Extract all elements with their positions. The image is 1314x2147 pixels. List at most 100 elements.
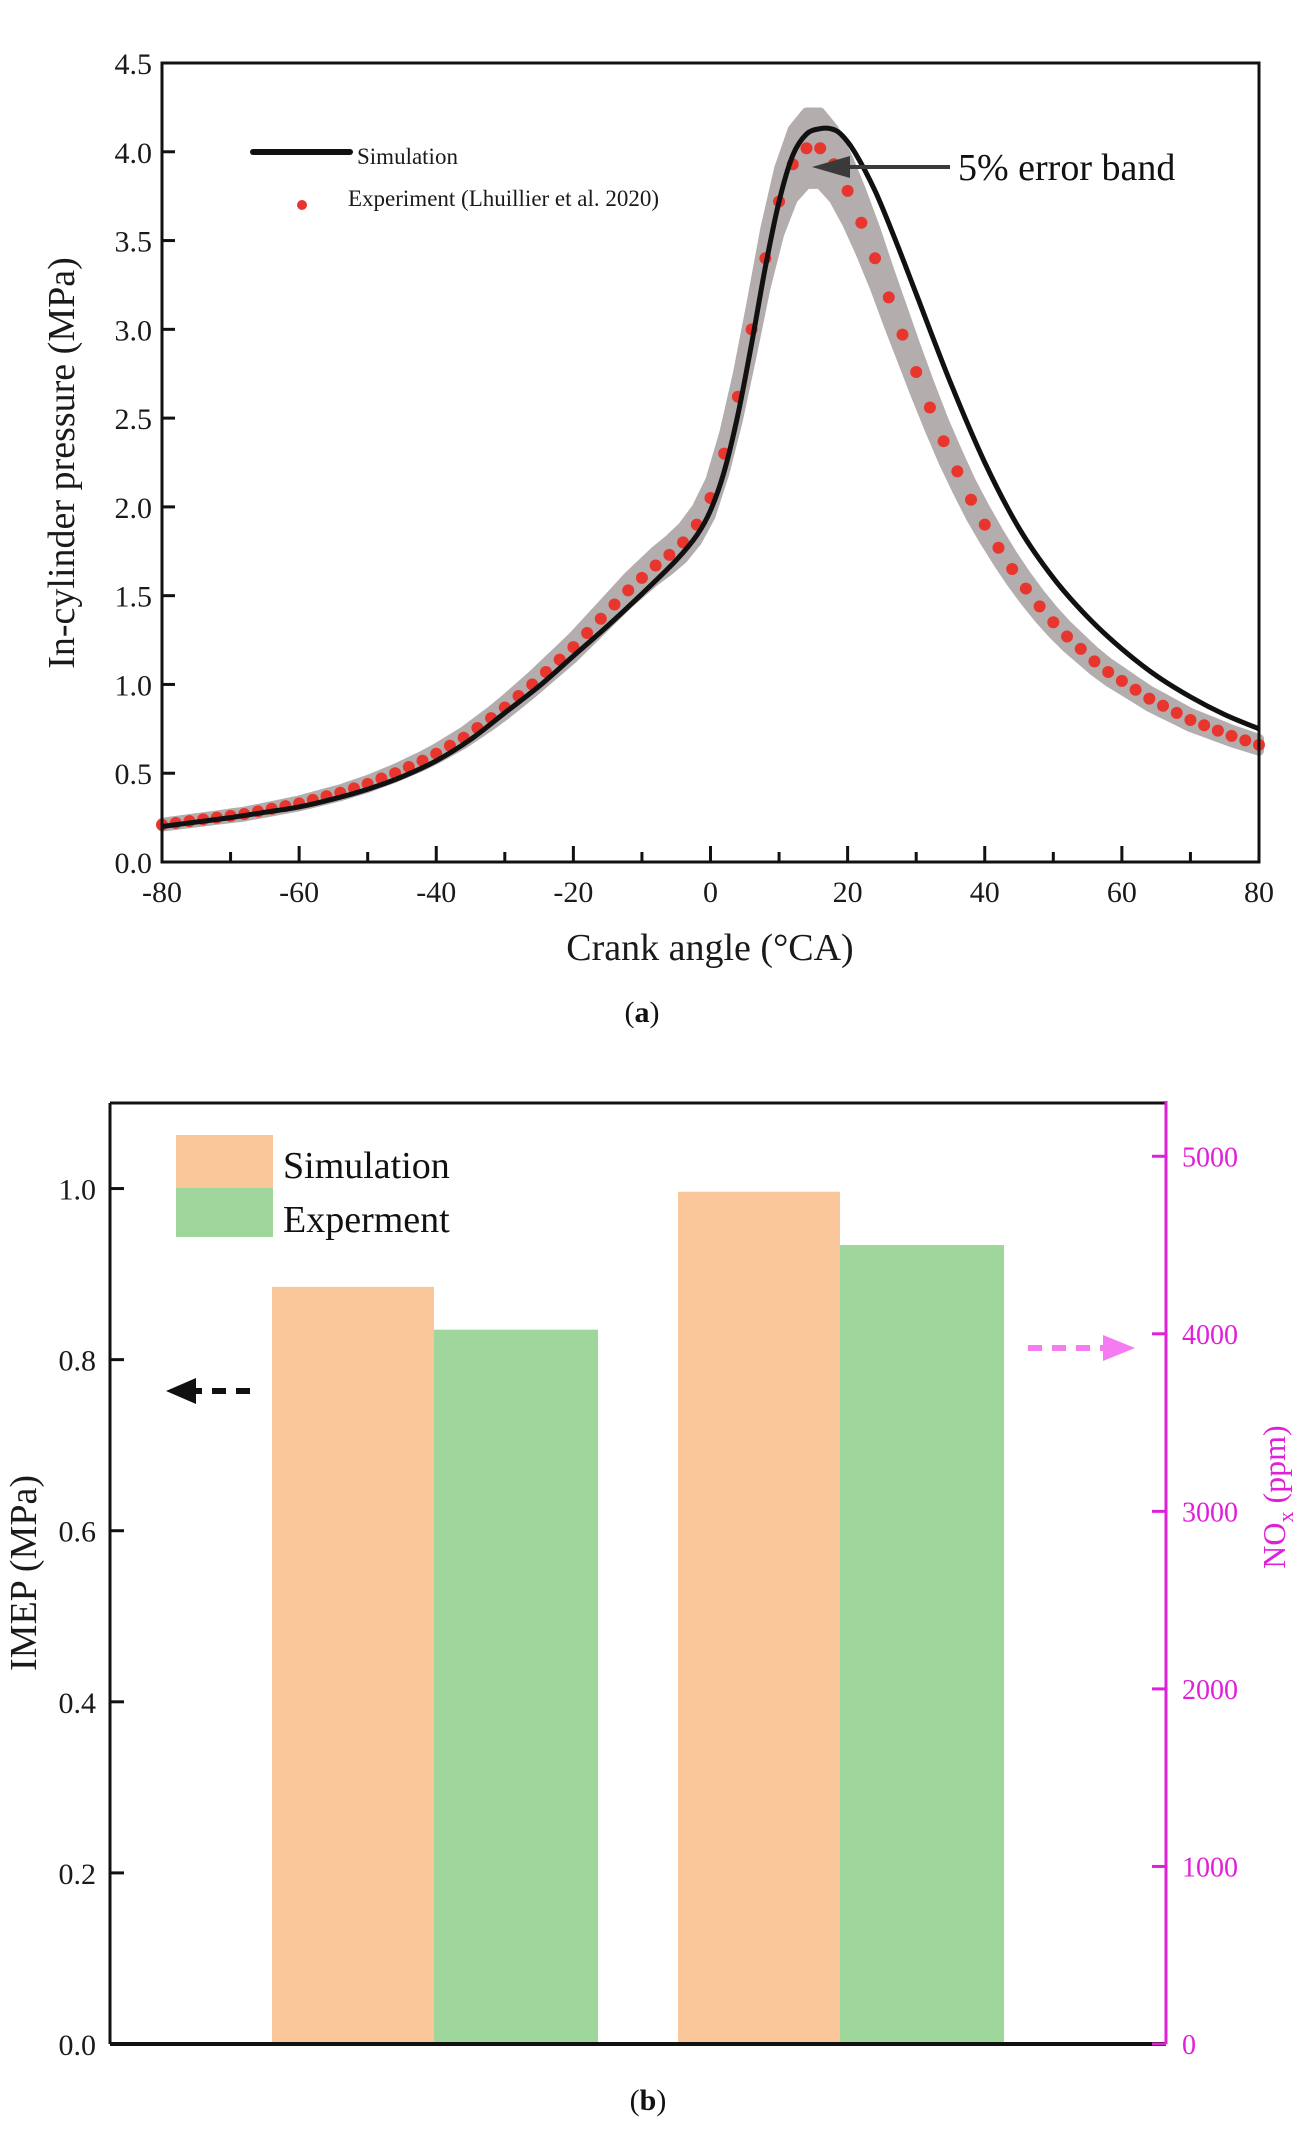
right-tick-label: 5000 bbox=[1182, 1142, 1238, 1173]
experiment-point bbox=[910, 365, 923, 378]
caption-a: (a) bbox=[625, 996, 660, 1029]
experiment-point bbox=[1088, 655, 1101, 668]
experiment-point bbox=[1239, 734, 1252, 747]
experiment-point bbox=[622, 584, 635, 597]
experiment-point bbox=[923, 401, 936, 414]
left-tick-label: 0.8 bbox=[59, 1345, 97, 1378]
experiment-point bbox=[937, 435, 950, 448]
experiment-point bbox=[965, 493, 978, 506]
x-tick-label: 40 bbox=[970, 876, 1000, 909]
experiment-point bbox=[1006, 563, 1019, 576]
panel-a-pressure-chart: -80 -60 -40 -20 0 20 40 60 80 0.0 0.5 1.0 1.5 2.0 2.5… bbox=[41, 48, 1274, 1029]
simulation-line bbox=[161, 125, 1260, 829]
left-axis-ticks: 0.0 0.2 0.4 0.6 0.8 1.0 bbox=[59, 1174, 124, 2062]
legend-simulation-label: Simulation bbox=[357, 144, 458, 169]
x-tick-label: 60 bbox=[1107, 876, 1137, 909]
right-axis-title: NOx (ppm) bbox=[1256, 1425, 1298, 1568]
experiment-point bbox=[1211, 724, 1224, 737]
bar-simulation-imep bbox=[272, 1286, 434, 2044]
experiment-point bbox=[814, 142, 827, 155]
experiment-point bbox=[800, 142, 813, 155]
bars bbox=[272, 1191, 1004, 2044]
experiment-point bbox=[635, 571, 648, 584]
left-axis-arrow bbox=[166, 1378, 252, 1404]
x-tick-label: 20 bbox=[833, 876, 863, 909]
legend-experiment-label-b: Experment bbox=[283, 1199, 450, 1241]
x-axis-a: -80 -60 -40 -20 0 20 40 60 80 bbox=[142, 846, 1274, 909]
y-axis-title-a: In-cylinder pressure (MPa) bbox=[41, 257, 83, 669]
annotation-text: 5% error band bbox=[958, 147, 1175, 189]
experiment-point bbox=[951, 465, 964, 478]
experiment-point bbox=[1225, 729, 1238, 742]
experiment-point bbox=[581, 626, 594, 639]
error-band-area bbox=[157, 107, 1264, 832]
experiment-point bbox=[882, 291, 895, 304]
bar-simulation-nox bbox=[678, 1191, 840, 2044]
left-tick-label: 1.0 bbox=[59, 1174, 97, 1207]
right-tick-label: 1000 bbox=[1182, 1852, 1238, 1883]
caption-b: (b) bbox=[630, 2084, 667, 2117]
left-tick-label: 0.0 bbox=[59, 2029, 97, 2062]
error-band-annotation: 5% error band bbox=[812, 147, 1175, 189]
y-tick-label: 0.5 bbox=[115, 758, 153, 791]
x-tick-label: -40 bbox=[416, 876, 456, 909]
left-arrow-head bbox=[166, 1378, 196, 1404]
y-tick-label: 1.0 bbox=[115, 669, 153, 702]
x-tick-label: -60 bbox=[279, 876, 319, 909]
y-tick-label: 3.5 bbox=[115, 226, 153, 259]
bar-experiment-nox bbox=[840, 1245, 1004, 2044]
experiment-point bbox=[1047, 616, 1060, 629]
y-tick-label: 1.5 bbox=[115, 581, 153, 614]
experiment-point bbox=[1129, 683, 1142, 696]
left-tick-label: 0.2 bbox=[59, 1858, 97, 1891]
legend-experiment-label: Experiment (Lhuillier et al. 2020) bbox=[348, 186, 659, 211]
left-tick-label: 0.6 bbox=[59, 1516, 97, 1549]
x-axis-title-a: Crank angle (°CA) bbox=[566, 927, 853, 969]
left-tick-label: 0.4 bbox=[59, 1687, 97, 1720]
experiment-point bbox=[869, 252, 882, 265]
right-tick-label: 0 bbox=[1182, 2030, 1196, 2061]
y-tick-label: 4.0 bbox=[115, 137, 153, 170]
experiment-point bbox=[1115, 674, 1128, 687]
error-band bbox=[157, 107, 1264, 832]
experiment-point bbox=[978, 518, 991, 531]
x-tick-label: 80 bbox=[1244, 876, 1274, 909]
experiment-point bbox=[608, 598, 621, 611]
experiment-point bbox=[1019, 582, 1032, 595]
experiment-point bbox=[649, 559, 662, 572]
x-tick-label: 0 bbox=[703, 876, 718, 909]
y-tick-label: 4.5 bbox=[115, 48, 153, 81]
bar-experiment-imep bbox=[434, 1329, 598, 2044]
right-tick-label: 3000 bbox=[1182, 1497, 1238, 1528]
y-tick-label: 0.0 bbox=[115, 847, 153, 880]
experiment-point bbox=[1170, 706, 1183, 719]
simulation-series bbox=[161, 125, 1260, 829]
experiment-point bbox=[1184, 713, 1197, 726]
y-tick-label: 2.0 bbox=[115, 492, 153, 525]
y-axis-a: 0.0 0.5 1.0 1.5 2.0 2.5 3.0 3.5 4.0 4.5 bbox=[115, 48, 175, 880]
experiment-point bbox=[841, 184, 854, 197]
legend-experiment-marker bbox=[297, 200, 307, 210]
right-tick-label: 4000 bbox=[1182, 1320, 1238, 1351]
panel-b-bar-chart: 0.0 0.2 0.4 0.6 0.8 1.0 0 1000 2000 3000 4000 5000… bbox=[3, 1101, 1298, 2117]
experiment-point bbox=[1061, 630, 1074, 643]
experiment-point bbox=[663, 548, 676, 561]
experiment-point bbox=[1157, 699, 1170, 712]
legend-experiment-swatch bbox=[176, 1188, 273, 1237]
x-tick-label: -80 bbox=[142, 876, 182, 909]
experiment-point bbox=[1198, 719, 1211, 732]
right-axis-arrow bbox=[1028, 1335, 1135, 1361]
y-tick-label: 3.0 bbox=[115, 314, 153, 347]
legend-b: Simulation Experment bbox=[176, 1135, 450, 1241]
legend-a: Simulation Experiment (Lhuillier et al. … bbox=[250, 144, 659, 211]
x-tick-label: -20 bbox=[553, 876, 593, 909]
experiment-point bbox=[896, 328, 909, 341]
left-axis-title: IMEP (MPa) bbox=[3, 1475, 45, 1671]
y-tick-label: 2.5 bbox=[115, 403, 153, 436]
right-tick-label: 2000 bbox=[1182, 1675, 1238, 1706]
experiment-point bbox=[992, 541, 1005, 554]
annotation-arrow-head bbox=[812, 156, 850, 178]
experiment-point bbox=[855, 216, 868, 229]
experiment-point bbox=[1143, 692, 1156, 705]
